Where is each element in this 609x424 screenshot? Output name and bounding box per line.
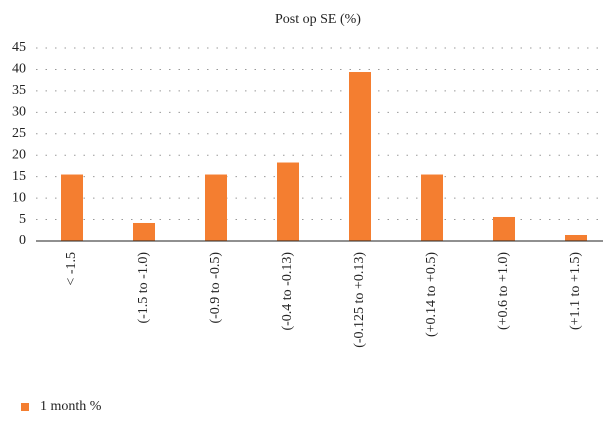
x-tick-label: < -1.5 xyxy=(64,252,79,286)
x-tick-label: (+0.14 to +0.5) xyxy=(424,252,439,337)
bar xyxy=(277,162,299,241)
legend-swatch xyxy=(21,403,29,411)
bar xyxy=(493,216,515,241)
y-tick-label: 5 xyxy=(19,212,26,227)
y-tick-label: 40 xyxy=(12,62,26,77)
chart-title: Post op SE (%) xyxy=(275,12,361,27)
x-tick-label: (-1.5 to -1.0) xyxy=(136,252,151,324)
x-tick-label: (-0.4 to -0.13) xyxy=(280,252,295,331)
bar xyxy=(61,174,83,241)
x-tick-label: (+1.1 to +1.5) xyxy=(568,252,583,330)
bar xyxy=(421,174,443,241)
x-tick-label: (-0.125 to +0.13) xyxy=(352,252,367,348)
bar xyxy=(349,72,371,241)
bar xyxy=(565,234,587,241)
y-tick-label: 35 xyxy=(12,83,26,98)
y-tick-label: 10 xyxy=(12,190,26,205)
y-tick-label: 0 xyxy=(19,233,26,248)
y-tick-label: 15 xyxy=(12,169,26,184)
bar xyxy=(205,174,227,241)
x-tick-label: (-0.9 to -0.5) xyxy=(208,252,223,324)
x-tick-label: (+0.6 to +1.0) xyxy=(496,252,511,330)
y-tick-label: 30 xyxy=(12,105,26,120)
bar xyxy=(133,222,155,241)
legend-label: 1 month % xyxy=(40,399,102,414)
y-tick-label: 20 xyxy=(12,147,26,162)
y-tick-label: 25 xyxy=(12,126,26,141)
y-tick-label: 45 xyxy=(12,40,26,55)
